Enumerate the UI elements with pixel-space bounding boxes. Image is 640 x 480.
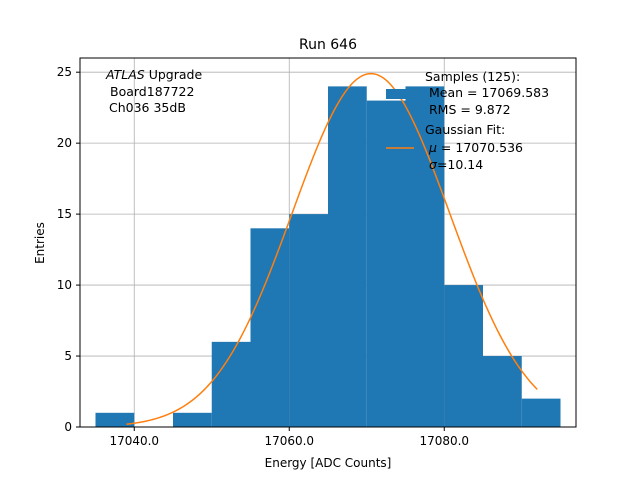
gaussian-fit-line xyxy=(126,72,538,425)
atlas-upgrade: Upgrade xyxy=(145,67,203,82)
legend-samples-title: Samples (125): xyxy=(425,69,520,84)
y-axis-ticks: 0 5 10 15 20 25 xyxy=(57,65,80,434)
chart-title: Run 646 xyxy=(299,37,357,53)
histogram-bar xyxy=(173,412,212,427)
histogram-bar xyxy=(95,412,135,427)
legend: Samples (125): Mean = 17069.583 RMS = 9.… xyxy=(386,69,549,172)
svg-text:ATLAS Upgrade: ATLAS Upgrade xyxy=(105,67,202,82)
x-tick-label: 17060.0 xyxy=(264,434,314,448)
histogram-bar xyxy=(328,86,367,427)
histogram-bars xyxy=(95,86,561,428)
histogram-bar xyxy=(366,100,406,428)
legend-samples-mean: Mean = 17069.583 xyxy=(429,85,549,100)
legend-mu-symbol: μ xyxy=(428,140,437,155)
x-tick-label: 17040.0 xyxy=(109,434,159,448)
histogram-bar xyxy=(444,285,483,427)
histogram-bar xyxy=(521,398,561,427)
histogram-bar xyxy=(405,86,445,427)
legend-samples-rms: RMS = 9.872 xyxy=(429,102,511,117)
y-tick-label: 20 xyxy=(57,136,72,150)
histogram-bar xyxy=(211,341,251,427)
gaussian-fit xyxy=(126,72,538,425)
x-tick-label: 17080.0 xyxy=(419,434,469,448)
y-tick-label: 25 xyxy=(57,65,72,79)
histogram-bar xyxy=(289,214,328,427)
y-tick-label: 0 xyxy=(64,420,72,434)
channel-label: Ch036 35dB xyxy=(109,100,186,115)
legend-samples-swatch xyxy=(386,89,414,99)
histogram-bar xyxy=(483,356,522,427)
legend-fit-title: Gaussian Fit: xyxy=(425,122,505,137)
plot-frame xyxy=(79,57,577,428)
x-axis-ticks: 17040.0 17060.0 17080.0 xyxy=(109,427,469,448)
svg-text:μ = 17070.536: μ = 17070.536 xyxy=(428,140,523,155)
atlas-annotation: ATLAS Upgrade Board187722 Ch036 35dB xyxy=(105,67,202,115)
legend-sigma-value: =10.14 xyxy=(437,157,483,172)
legend-sigma-symbol: σ xyxy=(429,157,438,172)
y-tick-label: 10 xyxy=(57,278,72,292)
y-axis-label: Entries xyxy=(33,222,47,264)
atlas-italic: ATLAS xyxy=(105,67,145,82)
svg-text:σ=10.14: σ=10.14 xyxy=(429,157,483,172)
legend-mu-value: = 17070.536 xyxy=(437,140,523,155)
x-axis-label: Energy [ADC Counts] xyxy=(265,456,392,470)
y-tick-label: 15 xyxy=(57,207,72,221)
histogram-bar xyxy=(250,228,290,427)
board-label: Board187722 xyxy=(110,84,194,99)
y-tick-label: 5 xyxy=(64,349,72,363)
